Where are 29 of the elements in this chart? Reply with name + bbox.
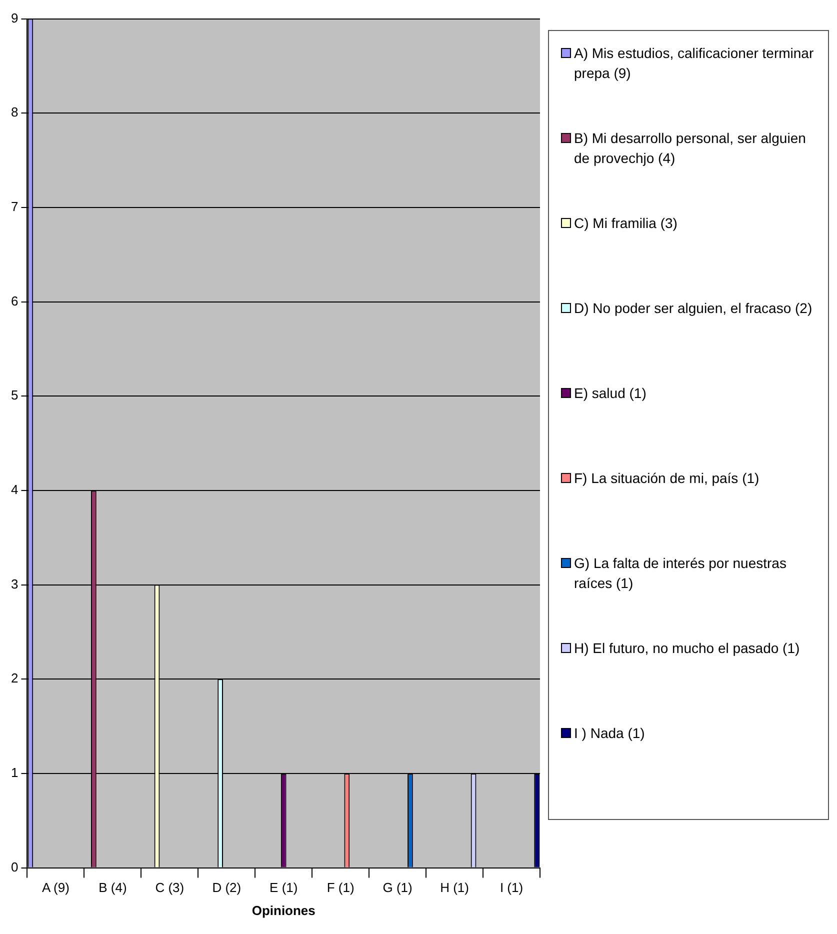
x-tick-label: H (1) — [440, 880, 469, 896]
legend-label: I ) Nada (1) — [574, 724, 645, 743]
x-tick-label: B (4) — [98, 880, 127, 896]
legend-label: D) No poder ser alguien, el fracaso (2) — [574, 299, 812, 318]
x-tick-label: A (9) — [42, 880, 70, 896]
x-tick-label: C (3) — [155, 880, 184, 896]
x-tick-label: F (1) — [326, 880, 354, 896]
legend-label: F) La situación de mi, país (1) — [574, 469, 760, 488]
y-tick-label: 3 — [10, 576, 18, 592]
x-axis-title: Opiniones — [252, 902, 316, 918]
legend-label: C) Mi framilia (3) — [574, 214, 678, 233]
y-tick-label: 2 — [10, 670, 18, 686]
y-tick-label: 1 — [10, 765, 18, 780]
x-tick-label: D (2) — [212, 880, 242, 896]
y-tick-label: 5 — [10, 388, 18, 403]
y-tick-label: 4 — [10, 482, 18, 498]
y-tick-label: 9 — [10, 10, 18, 26]
legend-label: B) Mi desarrollo personal, ser alguien de provechjo (4) — [574, 129, 807, 168]
legend-label: A) Mis estudios, calificacioner terminar prepa (9) — [574, 44, 815, 83]
y-tick-label: 0 — [10, 859, 18, 874]
legend-label: H) El futuro, no mucho el pasado (1) — [574, 639, 800, 658]
legend-label: E) salud (1) — [574, 384, 646, 403]
legend-label: G) La falta de interés por nuestras raíces (1) — [574, 554, 788, 593]
y-tick-label: 8 — [10, 104, 18, 120]
x-tick-label: G (1) — [382, 880, 412, 896]
x-tick-label: I (1) — [500, 880, 524, 896]
y-tick-label: 7 — [10, 199, 18, 214]
y-tick-label: 6 — [10, 293, 18, 308]
x-tick-label: E (1) — [270, 880, 298, 896]
